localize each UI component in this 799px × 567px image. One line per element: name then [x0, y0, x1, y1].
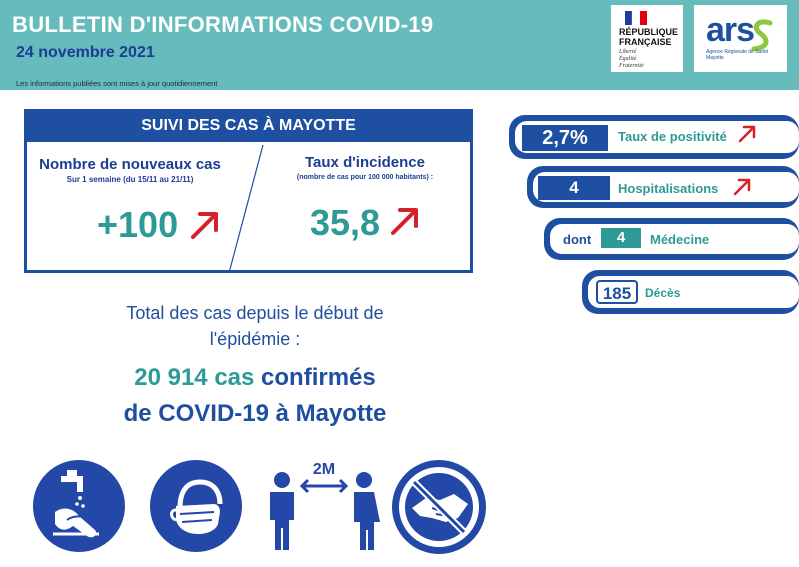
bulletin-date: 24 novembre 2021: [16, 44, 155, 61]
panel-divider: [228, 145, 264, 273]
new-cases-title: Nombre de nouveaux cas: [39, 156, 221, 173]
update-notice: Les informations publiées sont mises à j…: [16, 79, 218, 88]
total-line-2: l'épidémie :: [209, 329, 301, 349]
medecine-value: 4: [601, 228, 641, 248]
ars-sub-1: Agence Régionale de Santé: [706, 49, 769, 55]
deces-label: Décès: [645, 286, 681, 300]
cases-heading: SUIVI DES CAS À MAYOTTE: [24, 109, 473, 142]
marianne-flag-icon: [625, 11, 647, 25]
positivity-value: 2,7%: [522, 125, 608, 151]
face-mask-icon: [150, 460, 242, 552]
medecine-prefix: dont: [563, 232, 592, 247]
incidence-subtitle: (nombre de cas pour 100 000 habitants) :: [296, 174, 434, 181]
hospitalisations-label: Hospitalisations: [618, 181, 719, 196]
ars-wordmark: ars: [706, 11, 755, 49]
incidence-title: Taux d'incidence: [305, 154, 425, 171]
rf-motto-2: Égalité: [619, 56, 637, 62]
incidence-value: 35,8: [310, 202, 381, 243]
hand-washing-icon: [33, 460, 125, 552]
new-cases-period: Sur 1 semaine (du 15/11 au 21/11): [66, 175, 194, 184]
positivity-label: Taux de positivité: [618, 129, 727, 144]
no-handshake-icon: [392, 460, 486, 554]
total-count: 20 914 cas: [134, 364, 255, 391]
ars-logo: ars Agence Régionale de Santé Mayotte: [694, 5, 787, 72]
total-cases: 20 914 cas confirmés de COVID-19 à Mayot…: [40, 360, 470, 432]
distance-label: 2M: [313, 461, 335, 478]
social-distancing-icon: 2M: [270, 461, 380, 550]
total-line-4: de COVID-19 à Mayotte: [123, 400, 387, 427]
republique-francaise-logo: RÉPUBLIQUE FRANÇAISE Liberté Égalité Fra…: [611, 5, 683, 72]
ars-sub-2: Mayotte: [706, 55, 724, 61]
incidence-up-arrow-icon: [391, 208, 418, 235]
rf-motto-3: Fraternité: [619, 63, 644, 69]
ars-swoosh-icon: [751, 19, 773, 52]
new-cases-value: +100: [97, 204, 179, 245]
deces-value: 185: [596, 280, 638, 304]
rf-line1: RÉPUBLIQUE: [619, 27, 679, 37]
total-intro: Total des cas depuis le début de l'épidé…: [80, 300, 430, 352]
hospitalisations-value: 4: [538, 176, 610, 200]
medecine-label: Médecine: [650, 232, 710, 247]
positivity-up-arrow-icon: [738, 125, 756, 143]
new-cases-up-arrow-icon: [191, 212, 218, 239]
total-confirmed: confirmés: [261, 364, 376, 391]
total-line-1: Total des cas depuis le début de: [126, 303, 384, 323]
rf-motto-1: Liberté: [619, 49, 637, 55]
hospitalisations-up-arrow-icon: [733, 178, 751, 196]
rf-line2: FRANÇAISE: [619, 37, 672, 47]
bulletin-title: BULLETIN D'INFORMATIONS COVID-19: [12, 12, 434, 37]
